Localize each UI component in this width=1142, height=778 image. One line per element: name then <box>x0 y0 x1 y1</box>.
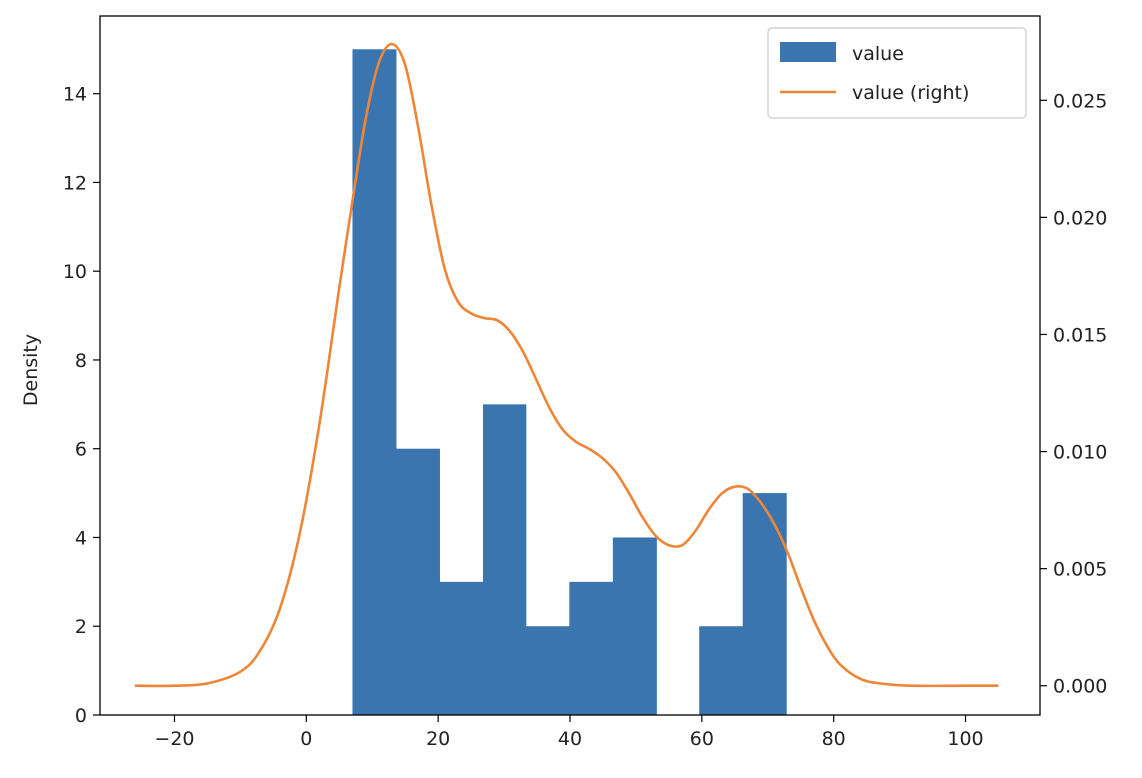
histogram-bar-4 <box>525 626 570 715</box>
histogram-bar-5 <box>569 581 614 715</box>
axes: −20 0 20 40 60 80 100 0 2 4 6 8 10 12 14 0.000 0.005 0.01… <box>63 15 1107 750</box>
x-tick-label: 20 <box>426 728 450 750</box>
y-tick-label: 8 <box>75 350 87 372</box>
x-tick-label: 100 <box>947 728 983 750</box>
legend-label-value-right: value (right) <box>852 82 969 104</box>
y2-tick-label: 0.025 <box>1053 90 1107 112</box>
histogram-bar-9 <box>742 493 787 715</box>
histogram-bar-1 <box>395 448 440 715</box>
y-tick-label: 0 <box>75 705 87 727</box>
legend-swatch-value <box>780 42 836 62</box>
y-tick-label: 12 <box>63 172 87 194</box>
y-tick-label: 10 <box>63 261 87 283</box>
x-tick-label: −20 <box>154 728 194 750</box>
histogram-bar-6 <box>612 537 657 715</box>
y2-tick-label: 0.005 <box>1053 559 1107 581</box>
y-tick-label: 4 <box>75 527 87 549</box>
y-tick-label: 14 <box>63 84 87 106</box>
x-tick-label: 60 <box>690 728 714 750</box>
histogram-bar-3 <box>482 404 527 715</box>
y-axis-label: Density <box>20 334 42 406</box>
histogram-bar-8 <box>699 626 744 715</box>
x-tick-label: 40 <box>558 728 582 750</box>
kde-line <box>134 42 999 688</box>
y-tick-label: 2 <box>75 616 87 638</box>
y2-tick-label: 0.015 <box>1053 324 1107 346</box>
x-tick-label: 0 <box>300 728 312 750</box>
histogram-bars <box>352 49 787 716</box>
y2-tick-label: 0.010 <box>1053 442 1107 464</box>
y-tick-label: 6 <box>75 439 87 461</box>
y2-tick-label: 0.000 <box>1053 676 1107 698</box>
histogram-bar-2 <box>439 581 484 715</box>
kde-line-layer <box>134 42 999 688</box>
y2-tick-label: 0.020 <box>1053 207 1107 229</box>
histogram-bar-0 <box>352 49 397 716</box>
x-tick-label: 80 <box>822 728 846 750</box>
legend-box <box>767 27 1027 119</box>
legend: value value (right) <box>767 27 1027 119</box>
legend-label-value: value <box>852 43 904 65</box>
